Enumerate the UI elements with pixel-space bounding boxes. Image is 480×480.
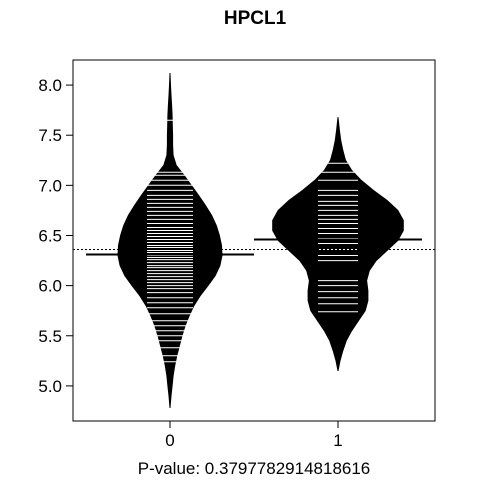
y-tick-label: 6.0	[38, 277, 62, 296]
bean-density-shape	[117, 72, 223, 409]
x-tick-label: 1	[333, 431, 342, 450]
y-tick-label: 6.5	[38, 226, 62, 245]
y-tick-label: 5.5	[38, 327, 62, 346]
x-axis-label: P-value: 0.3797782914818616	[138, 459, 371, 478]
y-tick-label: 7.0	[38, 176, 62, 195]
chart-title: HPCL1	[224, 8, 287, 29]
bean-density-shape	[272, 117, 404, 371]
y-tick-label: 8.0	[38, 76, 62, 95]
y-axis: 5.0 5.5 6.0 6.5 7.0 7.5 8.0	[38, 76, 74, 396]
y-tick-label: 7.5	[38, 126, 62, 145]
bean-1	[254, 117, 422, 371]
beans-layer	[86, 72, 422, 409]
bean-0	[86, 72, 254, 409]
y-tick-label: 5.0	[38, 377, 62, 396]
x-tick-label: 0	[165, 431, 174, 450]
